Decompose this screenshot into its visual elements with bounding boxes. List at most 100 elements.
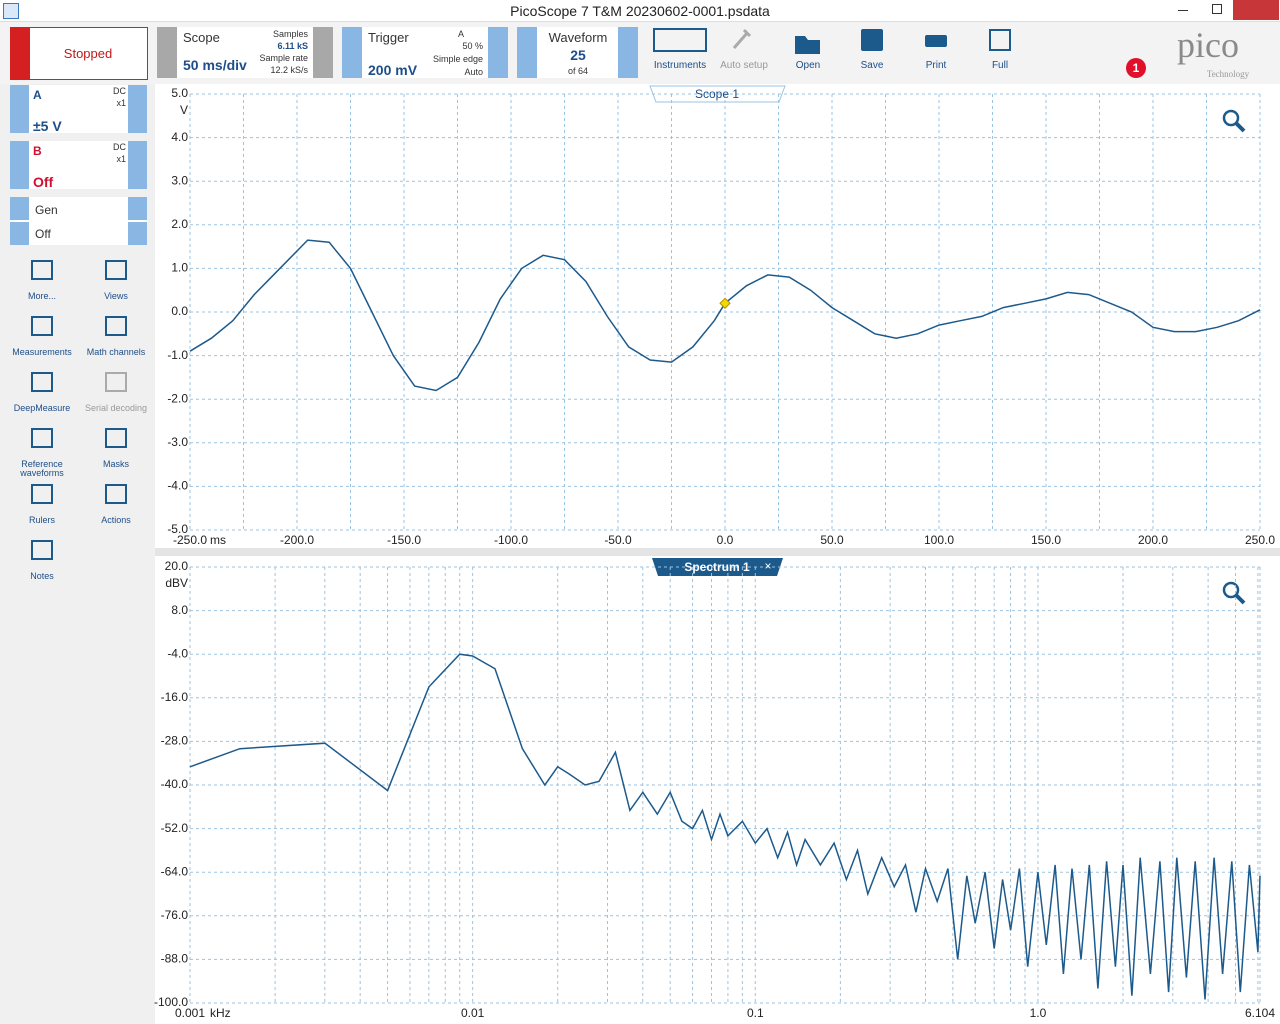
channel-name: B xyxy=(33,144,42,158)
tool-icon[interactable] xyxy=(105,260,127,280)
toolbar-button-label[interactable]: Instruments xyxy=(653,60,707,71)
generator-plus[interactable] xyxy=(128,222,147,245)
waveform-label: Waveform xyxy=(548,30,608,45)
instruments-icon[interactable] xyxy=(653,28,707,52)
generator-minus[interactable] xyxy=(10,197,29,220)
toolbar-button-label[interactable]: Full xyxy=(991,60,1009,71)
trigger-minus[interactable] xyxy=(342,27,362,78)
toolbar-button-label[interactable]: Open xyxy=(795,60,821,71)
x-tick-label: -100.0 xyxy=(494,533,528,547)
notification-badge[interactable] xyxy=(1126,58,1146,78)
tool-icon[interactable] xyxy=(105,316,127,336)
tool-label: Reference waveforms xyxy=(20,459,64,478)
channel-minus[interactable] xyxy=(10,85,29,133)
y-tick-label: -3.0 xyxy=(167,435,188,449)
x-tick-label: 250.0 xyxy=(1245,533,1275,547)
x-tick-label: 150.0 xyxy=(1031,533,1061,547)
channel-box[interactable] xyxy=(10,85,147,133)
tool-label: Rulers xyxy=(28,515,55,525)
tool-icon[interactable] xyxy=(105,428,127,448)
run-button[interactable] xyxy=(10,27,148,80)
tool-label: Masks xyxy=(102,459,129,469)
restore-button[interactable] xyxy=(1212,4,1222,14)
zoom-handle xyxy=(1234,593,1246,605)
timebase-plus[interactable] xyxy=(313,27,333,78)
y-tick-label: -1.0 xyxy=(167,348,188,362)
x-tick-label: -200.0 xyxy=(280,533,314,547)
save-icon[interactable] xyxy=(861,29,883,51)
toolbar-button-label[interactable]: Auto setup xyxy=(720,60,768,71)
open-icon[interactable] xyxy=(795,36,820,54)
trace xyxy=(189,653,1261,1000)
title-bar xyxy=(0,0,1280,22)
scope-label: Scope xyxy=(183,30,220,45)
scope-group xyxy=(177,27,313,78)
view-separator xyxy=(155,548,1280,556)
generator-plus[interactable] xyxy=(128,197,147,220)
trigger-label: Trigger xyxy=(368,30,409,45)
zoom-icon[interactable] xyxy=(1222,109,1240,127)
tool-label: Math channels xyxy=(86,347,146,357)
x-tick-label: -250.0 xyxy=(173,533,207,547)
x-tick-label: 0.0 xyxy=(717,533,734,547)
y-tick-label: 2.0 xyxy=(171,217,188,231)
tool-icon[interactable] xyxy=(31,540,53,560)
y-tick-label: -64.0 xyxy=(161,864,189,878)
toolbar-button-label[interactable]: Print xyxy=(925,60,947,71)
spectrum-tab-close[interactable]: × xyxy=(764,559,771,573)
waveform-group xyxy=(537,27,618,78)
y-tick-label: 20.0 xyxy=(165,559,189,573)
generator-state: Off xyxy=(35,227,51,241)
channel-range: Off xyxy=(33,174,54,190)
tool-label: Serial decoding xyxy=(84,403,148,413)
y-tick-label: -40.0 xyxy=(161,777,189,791)
sample-rate: 12.2 kS/s xyxy=(270,65,308,75)
tool-icon[interactable] xyxy=(31,428,53,448)
y-tick-label: 4.0 xyxy=(171,130,188,144)
tool-icon[interactable] xyxy=(31,484,53,504)
x-tick-label: 6.104 xyxy=(1245,1006,1275,1020)
generator-name: Gen xyxy=(35,203,58,217)
trigger-position: 50 % xyxy=(462,41,483,51)
waveform-plus[interactable] xyxy=(618,27,638,78)
run-label: Stopped xyxy=(63,46,113,61)
zoom-icon[interactable] xyxy=(1222,581,1240,599)
y-tick-label: 5.0 xyxy=(171,86,188,100)
tool-icon[interactable] xyxy=(105,484,127,504)
auto-setup-icon[interactable] xyxy=(732,28,752,49)
x-tick-label: 100.0 xyxy=(924,533,954,547)
trigger-plus[interactable] xyxy=(488,27,508,78)
tool-icon[interactable] xyxy=(105,372,127,392)
timebase-minus[interactable] xyxy=(157,27,177,78)
x-tick-label: 200.0 xyxy=(1138,533,1168,547)
tool-label: Actions xyxy=(101,515,131,525)
waveform-minus[interactable] xyxy=(517,27,537,78)
channel-minus[interactable] xyxy=(10,141,29,189)
samples-label: Samples xyxy=(272,29,308,39)
channel-plus[interactable] xyxy=(128,85,147,133)
close-button[interactable] xyxy=(1233,0,1279,20)
y-tick-label: 8.0 xyxy=(171,603,188,617)
x-tick-label: 0.001 xyxy=(175,1006,205,1020)
x-tick-label: 50.0 xyxy=(820,533,844,547)
full-icon[interactable] xyxy=(989,29,1011,51)
toolbar-button-label[interactable]: Save xyxy=(860,60,884,71)
generator-minus[interactable] xyxy=(10,222,29,245)
channel-plus[interactable] xyxy=(128,141,147,189)
spectrum-tab[interactable] xyxy=(652,558,783,576)
waveform-count: of 64 xyxy=(567,66,589,76)
minimize-button[interactable] xyxy=(1178,10,1188,11)
y-tick-label: -4.0 xyxy=(167,646,188,660)
generator-box[interactable] xyxy=(10,197,147,245)
trigger-type: Simple edge xyxy=(432,54,483,64)
print-icon[interactable] xyxy=(925,35,947,47)
y-unit: V xyxy=(180,103,188,117)
tool-icon[interactable] xyxy=(31,372,53,392)
app-icon xyxy=(3,3,19,19)
channel-box[interactable] xyxy=(10,141,147,189)
tool-icon[interactable] xyxy=(31,260,53,280)
channel-probe: x1 xyxy=(116,98,126,108)
tool-icon[interactable] xyxy=(31,316,53,336)
